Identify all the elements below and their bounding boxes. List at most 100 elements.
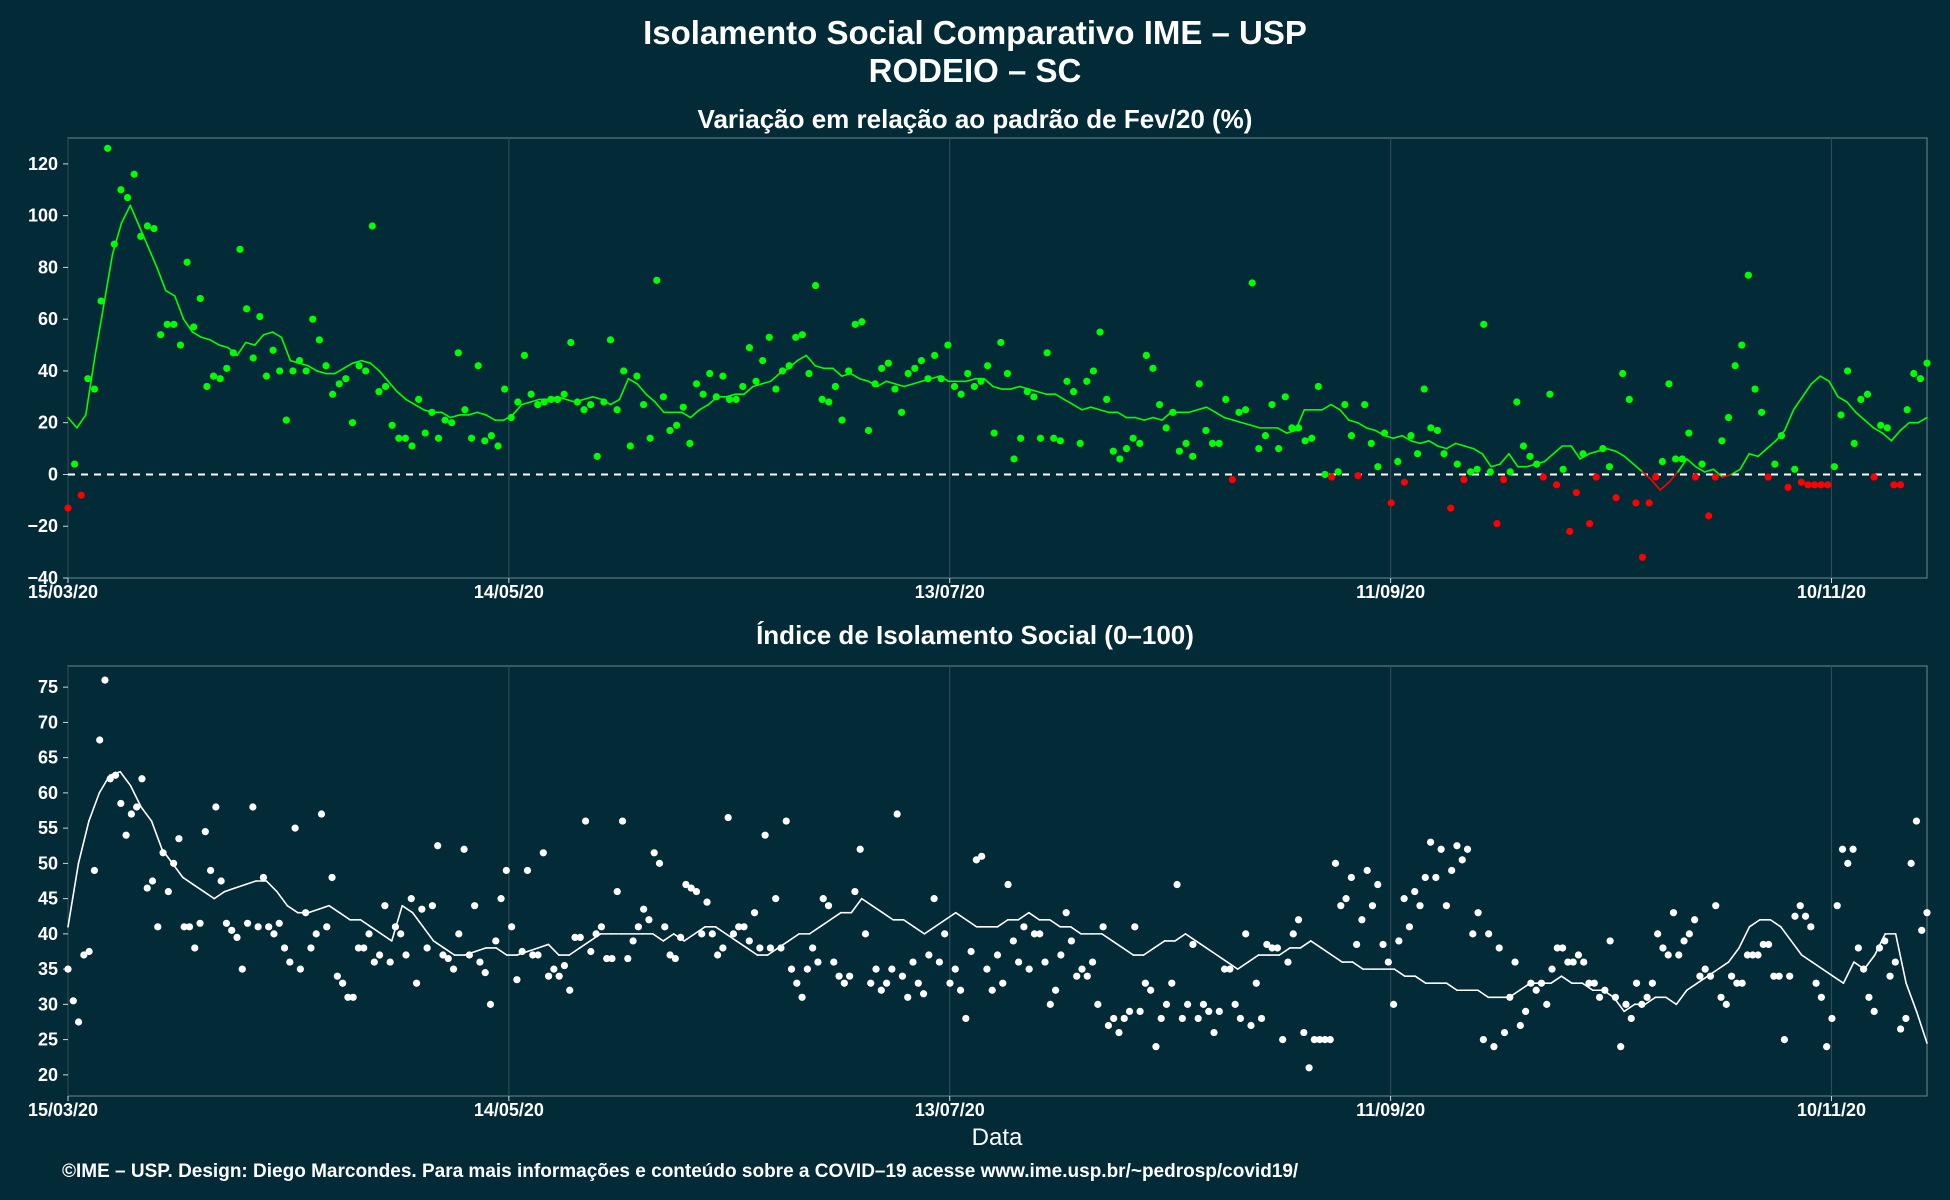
index-point	[846, 972, 854, 980]
moving-average-segment	[913, 926, 926, 935]
moving-average-segment	[396, 390, 407, 401]
moving-average-segment	[1348, 419, 1359, 424]
variation-point	[90, 385, 99, 393]
variation-point	[739, 382, 747, 391]
index-point	[1849, 845, 1857, 853]
moving-average-segment	[1677, 458, 1688, 473]
index-point	[1532, 986, 1540, 994]
index-point	[1379, 940, 1387, 949]
variation-point	[1572, 488, 1580, 497]
moving-average-segment	[912, 380, 923, 385]
variation-point	[1658, 457, 1666, 466]
index-point	[1073, 972, 1081, 980]
index-point	[185, 923, 194, 931]
index-point	[1722, 1000, 1730, 1008]
index-point	[1015, 958, 1023, 966]
index-point	[1595, 993, 1604, 1001]
index-point	[851, 887, 859, 896]
moving-average-segment	[965, 377, 977, 383]
index-point	[1300, 1028, 1308, 1037]
index-point	[138, 775, 146, 783]
moving-average-segment	[1552, 445, 1564, 455]
moving-average-segment	[495, 947, 508, 956]
index-point	[439, 951, 447, 959]
moving-average-segment	[1810, 375, 1822, 385]
moving-average-segment	[67, 416, 78, 429]
moving-average-segment	[902, 918, 915, 928]
index-point	[687, 884, 695, 892]
index-point	[1844, 859, 1852, 867]
variation-point	[1810, 481, 1819, 489]
variation-point	[1215, 439, 1223, 448]
moving-average-segment	[743, 385, 754, 396]
moving-average-segment	[1899, 421, 1911, 432]
moving-average-segment	[1730, 468, 1742, 476]
x-tick-label: 10/11/20	[1797, 582, 1866, 602]
moving-average-segment	[1054, 393, 1066, 401]
moving-average-segment	[1792, 396, 1804, 411]
moving-average-segment	[1285, 429, 1297, 434]
moving-average-segment	[1463, 445, 1475, 450]
index-point	[1051, 986, 1060, 994]
index-point	[1558, 944, 1567, 952]
variation-point	[917, 356, 926, 365]
index-point	[666, 951, 674, 959]
moving-average-segment	[245, 341, 256, 346]
moving-average-segment	[108, 770, 122, 777]
variation-point	[1546, 390, 1554, 398]
moving-average-segment	[1757, 447, 1768, 458]
moving-average-segment	[881, 911, 894, 921]
index-point	[1009, 937, 1017, 945]
panel-1-title: Variação em relação ao padrão de Fev/20 …	[698, 104, 1253, 134]
variation-point	[1076, 439, 1084, 448]
index-point	[1585, 979, 1593, 987]
variation-point	[1466, 468, 1475, 476]
variation-point	[150, 224, 158, 233]
index-point	[962, 1014, 970, 1023]
moving-average-segment	[1472, 447, 1484, 455]
y-tick-label: 120	[28, 154, 58, 174]
index-point	[127, 810, 135, 818]
variation-point	[1625, 395, 1633, 404]
index-point	[1553, 944, 1561, 952]
moving-average-segment	[1027, 388, 1039, 393]
index-point	[1242, 930, 1250, 938]
moving-average-segment	[1419, 440, 1430, 445]
index-point	[819, 895, 827, 903]
variation-point	[897, 408, 906, 416]
variation-point	[1870, 473, 1878, 481]
moving-average-segment	[1863, 419, 1875, 429]
index-point	[724, 813, 732, 822]
index-point	[1485, 930, 1493, 938]
index-point	[983, 965, 991, 973]
moving-average-segment	[1703, 468, 1715, 473]
index-point	[180, 923, 188, 931]
index-point	[999, 979, 1007, 987]
index-point	[919, 990, 928, 998]
index-point	[317, 810, 326, 818]
moving-average-segment	[725, 393, 736, 398]
index-point	[508, 923, 516, 931]
index-point	[1263, 940, 1271, 949]
index-point	[803, 965, 811, 973]
moving-average-segment	[1330, 403, 1341, 411]
variation-point	[1698, 460, 1706, 468]
index-point	[523, 866, 532, 875]
index-point	[1141, 979, 1149, 987]
moving-average-segment	[591, 396, 603, 401]
index-point	[1733, 979, 1741, 987]
index-point	[729, 930, 738, 938]
index-point	[228, 926, 236, 934]
moving-average-segment	[1819, 375, 1830, 383]
moving-average-segment	[618, 377, 630, 401]
moving-average-segment	[860, 897, 873, 907]
moving-average-segment	[1481, 452, 1492, 468]
index-point	[423, 944, 431, 952]
moving-average-segment	[547, 943, 560, 956]
index-point	[492, 937, 500, 945]
moving-average-segment	[1570, 445, 1581, 460]
moving-average-segment	[1069, 926, 1082, 935]
moving-average-segment	[1588, 450, 1599, 455]
moving-average-segment	[787, 933, 800, 942]
